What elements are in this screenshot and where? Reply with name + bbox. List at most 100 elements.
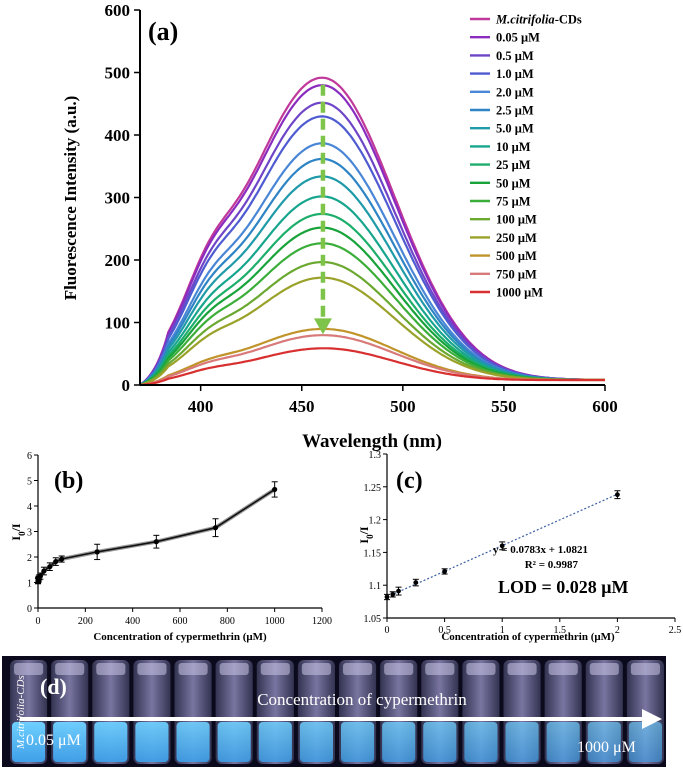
c-x-tick-label: 2	[615, 625, 620, 636]
panel-c-axes-frame	[386, 454, 675, 619]
c-y-tick-label: 1.05	[364, 614, 382, 625]
legend-label: 2.5 μM	[496, 104, 534, 118]
panel-c-x-axis-label: Concentration of cypermethrin (μM)	[441, 631, 615, 643]
panel-a-y-axis-label: Fluorescence Intensity (a.u.)	[61, 96, 80, 301]
vial-cap	[507, 663, 537, 675]
vial-cap	[137, 663, 167, 675]
a-x-tick-label: 500	[390, 397, 416, 416]
panel-c-label: (c)	[396, 468, 423, 494]
vial-liquid	[217, 722, 251, 762]
c-x-tick-label: 0	[385, 625, 390, 636]
b-y-tick-label: 4	[27, 502, 32, 513]
legend-label: 50 μM	[496, 176, 531, 190]
fit-r-squared: R² = 0.9987	[525, 559, 579, 571]
c-y-tick-label: 1.15	[364, 548, 382, 559]
b-y-tick-label: 5	[27, 477, 32, 488]
vial-cap	[343, 663, 373, 675]
a-y-tick-label: 100	[105, 314, 131, 333]
spectrum-curve	[139, 242, 605, 387]
b-x-tick-label: 600	[173, 616, 188, 627]
c-data-point	[390, 591, 396, 597]
b-y-tick-label: 6	[27, 451, 32, 462]
panel-a-y-ticks: 0 100 200 300 400 500 600	[105, 1, 140, 395]
a-y-tick-label: 600	[105, 1, 131, 20]
vial-liquid	[587, 722, 621, 762]
vial-liquid	[135, 722, 169, 762]
a-x-tick-label: 550	[491, 397, 517, 416]
b-data-point	[212, 525, 219, 531]
legend-label: 0.5 μM	[496, 49, 534, 63]
legend-label: 2.0 μM	[496, 85, 534, 99]
a-x-tick-label: 600	[592, 397, 618, 416]
c-y-tick-label: 1.2	[369, 516, 382, 527]
panel-a-curves	[139, 76, 606, 387]
spectrum-curve	[139, 142, 605, 386]
b-y-tick-label: 0	[27, 604, 32, 615]
legend-label: 500 μM	[496, 249, 537, 263]
c-x-tick-label: 0.5	[438, 625, 451, 636]
vial-liquid	[505, 722, 539, 762]
c-x-tick-label: 1.5	[554, 625, 567, 636]
c-y-tick-label: 1.1	[369, 581, 382, 592]
legend-label: 1.0 μM	[496, 67, 534, 81]
b-x-tick-label: 1000	[265, 616, 285, 627]
b-data-point	[272, 486, 278, 493]
vial-cap	[630, 663, 660, 675]
vial-cap	[425, 663, 455, 675]
vial-cap	[466, 663, 496, 675]
b-data-point	[153, 539, 159, 545]
vial-cap	[260, 663, 290, 675]
a-y-tick-label: 500	[105, 64, 131, 83]
vial-liquid	[12, 722, 46, 762]
b-data-point	[47, 564, 53, 570]
panel-b-y-axis-label: I0/I	[9, 523, 27, 541]
a-x-tick-label: 400	[188, 397, 214, 416]
spectrum-curve	[139, 347, 605, 387]
panel-c-y-label-tail: /I	[357, 526, 371, 535]
vial-cap	[384, 663, 414, 675]
b-y-tick-label: 3	[27, 528, 32, 539]
vial-liquid	[299, 722, 333, 762]
panel-a-label: (a)	[148, 17, 178, 46]
b-x-tick-label: 1200	[312, 616, 332, 627]
panel-c-chart: (c) 1.05 1.1 1.15 1.2 1.25 1.3 0 0.5 1 1.5 2 2.5 y …	[357, 450, 681, 643]
b-x-tick-label: 800	[220, 616, 235, 627]
a-y-tick-label: 0	[122, 376, 131, 395]
c-x-tick-label: 2.5	[669, 625, 682, 636]
vial-liquid	[258, 722, 292, 762]
panel-d-label: (d)	[40, 674, 67, 699]
vial-cap	[589, 663, 619, 675]
b-data-point	[94, 549, 100, 555]
legend-label: 10 μM	[496, 140, 531, 154]
vial-cap	[55, 663, 85, 675]
panel-c-ticks: 1.05 1.1 1.15 1.2 1.25 1.3 0 0.5 1 1.5 2 2.5	[364, 450, 682, 636]
vial-liquid	[464, 722, 498, 762]
quench-arrow-head	[313, 318, 332, 335]
panel-b-y-label-sub: 0	[17, 531, 27, 536]
b-y-tick-label: 1	[27, 579, 32, 590]
vial-cap	[178, 663, 208, 675]
vial-liquid	[53, 722, 87, 762]
a-y-tick-label: 200	[105, 251, 131, 270]
panel-a-x-axis-label: Wavelength (nm)	[302, 431, 442, 452]
panel-b-y-label-tail: /I	[9, 523, 23, 532]
lod-label: LOD = 0.028 μM	[498, 577, 628, 597]
b-x-tick-label: 400	[125, 616, 140, 627]
panel-c-y-axis-label: I0/I	[357, 526, 375, 544]
photo-start-label: 0.05 μM	[26, 732, 81, 749]
vial-cap	[548, 663, 578, 675]
vial-cap	[96, 663, 126, 675]
a-x-tick-label: 450	[289, 397, 315, 416]
panel-b-y-label-main: I	[9, 536, 23, 541]
fit-equation: y = 0.0783x + 1.0821	[493, 544, 588, 556]
vial-cap	[14, 663, 44, 675]
vial-row	[10, 660, 664, 764]
b-data-point	[59, 556, 65, 562]
vial-liquid	[628, 722, 662, 762]
photo-end-label: 1000 μM	[577, 739, 636, 756]
a-y-tick-label: 400	[105, 126, 131, 145]
b-y-tick-label: 2	[27, 553, 32, 564]
b-x-tick-label: 0	[36, 616, 41, 627]
legend-label: 25 μM	[496, 158, 531, 172]
